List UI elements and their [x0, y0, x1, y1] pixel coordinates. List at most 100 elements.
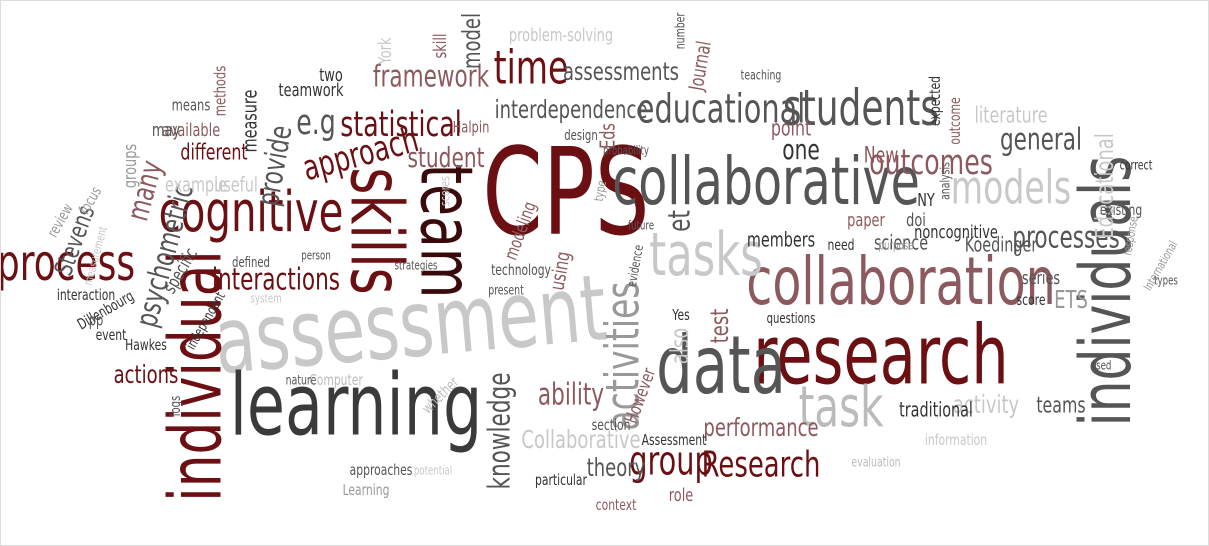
- word: time: [494, 42, 569, 95]
- word: measure: [240, 90, 263, 153]
- word: actions: [114, 361, 179, 390]
- word: statistical: [340, 105, 462, 145]
- word: future: [628, 219, 654, 233]
- word: nature: [286, 372, 317, 388]
- word: system: [250, 292, 281, 306]
- word: means: [172, 97, 211, 115]
- word: questions: [767, 310, 816, 326]
- word: person: [301, 249, 331, 263]
- word: teamwork: [279, 79, 345, 101]
- word: group: [629, 439, 713, 485]
- word: one: [782, 133, 819, 166]
- word: methods: [212, 66, 230, 116]
- word: student: [407, 141, 484, 174]
- word: defined: [232, 254, 270, 270]
- word: learning: [230, 354, 483, 455]
- word: Collaborative: [521, 426, 640, 455]
- word: interdependence: [495, 96, 648, 125]
- word: available: [162, 119, 220, 141]
- word: purpose: [878, 239, 913, 253]
- word: individual: [154, 250, 238, 502]
- word: traditional: [899, 400, 973, 423]
- word: information: [925, 432, 987, 449]
- word: assessments: [563, 58, 679, 87]
- word: activities: [597, 281, 650, 430]
- word: point: [771, 115, 812, 141]
- word: ability: [538, 378, 604, 412]
- word: particular: [535, 472, 587, 489]
- word: present: [488, 282, 524, 298]
- word: processes: [1012, 221, 1119, 255]
- word: example: [165, 175, 227, 198]
- word: skills: [334, 167, 418, 294]
- word: useful: [214, 175, 258, 198]
- word: Assessment: [642, 432, 707, 449]
- word: Yes: [671, 307, 689, 324]
- word: individuals: [1066, 156, 1148, 427]
- word: problem-solving: [509, 24, 613, 46]
- word: pp: [89, 312, 104, 330]
- word: collaborative: [612, 143, 920, 220]
- word: educational: [637, 87, 806, 133]
- word: interactions: [212, 263, 340, 297]
- word: expected: [927, 76, 944, 126]
- word: Learning: [343, 482, 390, 499]
- word: event: [96, 327, 127, 344]
- word: number: [672, 12, 688, 49]
- word: York: [374, 37, 396, 66]
- word: types: [1154, 274, 1178, 288]
- word: section: [592, 417, 631, 434]
- word: Educational: [1091, 133, 1120, 239]
- word: logs: [167, 396, 183, 417]
- word: Halpin: [453, 119, 490, 137]
- word: evaluation: [851, 454, 900, 470]
- word: analysis: [937, 162, 953, 200]
- word: also: [666, 328, 695, 364]
- word: CPS: [482, 123, 649, 263]
- word: test: [706, 308, 735, 343]
- word: outcome: [947, 97, 964, 144]
- word: Computer: [309, 372, 363, 389]
- word: framework: [373, 60, 490, 94]
- word: design: [564, 127, 597, 143]
- word: need: [828, 237, 855, 254]
- word: science: [874, 233, 928, 256]
- word: context: [596, 497, 637, 514]
- word: performance: [703, 414, 818, 443]
- word: scores: [437, 176, 453, 206]
- word: teaching: [741, 67, 782, 83]
- word: series: [1022, 267, 1060, 289]
- word: Research: [702, 444, 821, 485]
- word: paper: [847, 209, 885, 231]
- word: teams: [1036, 392, 1085, 418]
- word: New: [864, 142, 899, 168]
- word: members: [747, 230, 815, 253]
- word: task: [799, 374, 884, 439]
- word: outcomes: [869, 143, 993, 183]
- word: theory: [587, 454, 646, 483]
- word: doi: [906, 209, 926, 231]
- word: activity: [953, 391, 1019, 420]
- word: process: [1, 235, 135, 292]
- word: research: [753, 308, 1008, 403]
- word: skill: [429, 33, 451, 58]
- word: groups: [119, 144, 141, 188]
- word: ETS: [1054, 286, 1088, 315]
- word: models: [951, 162, 1071, 215]
- word: collaboration: [746, 243, 1056, 320]
- word: technology: [491, 262, 551, 279]
- word: Hawkes: [125, 337, 167, 354]
- word: Eds: [598, 123, 621, 149]
- word: NY: [917, 189, 935, 211]
- word: two: [319, 64, 343, 86]
- word: approaches: [350, 462, 413, 479]
- word: et: [663, 210, 697, 232]
- word: students: [783, 80, 939, 137]
- word: existing: [1100, 202, 1142, 219]
- word: role: [669, 484, 694, 506]
- word: strategies: [394, 259, 437, 273]
- word: general: [1000, 123, 1082, 157]
- word: noncognitive: [914, 221, 998, 243]
- word: data: [656, 319, 786, 412]
